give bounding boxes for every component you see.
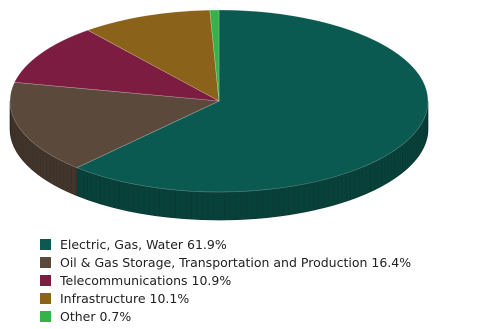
legend-item: Electric, Gas, Water 61.9% — [40, 235, 411, 253]
legend: Electric, Gas, Water 61.9% Oil & Gas Sto… — [40, 235, 411, 325]
legend-item: Other 0.7% — [40, 307, 411, 325]
legend-label-other: Other 0.7% — [60, 308, 132, 324]
pie-slice-other — [209, 9, 220, 102]
pie-side-texture — [9, 103, 429, 220]
legend-swatch-other — [40, 310, 51, 322]
pie-slice-electric — [76, 9, 429, 193]
pie-chart — [9, 9, 429, 221]
legend-item: Telecommunications 10.9% — [40, 271, 411, 289]
legend-item: Oil & Gas Storage, Transportation and Pr… — [40, 253, 411, 271]
legend-label-electric: Electric, Gas, Water 61.9% — [60, 236, 227, 252]
legend-item: Infrastructure 10.1% — [40, 289, 411, 307]
legend-swatch-oil-gas — [40, 256, 51, 268]
legend-swatch-infrastructure — [40, 292, 51, 304]
legend-swatch-electric — [40, 238, 51, 250]
legend-label-oil-gas: Oil & Gas Storage, Transportation and Pr… — [60, 254, 412, 270]
pie-slices — [9, 9, 429, 193]
pie-slice-telecommunications — [14, 29, 220, 102]
legend-label-telecom: Telecommunications 10.9% — [60, 272, 232, 288]
legend-swatch-telecom — [40, 274, 51, 286]
pie-slice-infrastructure — [87, 9, 220, 102]
legend-label-infrastructure: Infrastructure 10.1% — [60, 290, 190, 306]
pie-slice-oil — [9, 81, 221, 169]
